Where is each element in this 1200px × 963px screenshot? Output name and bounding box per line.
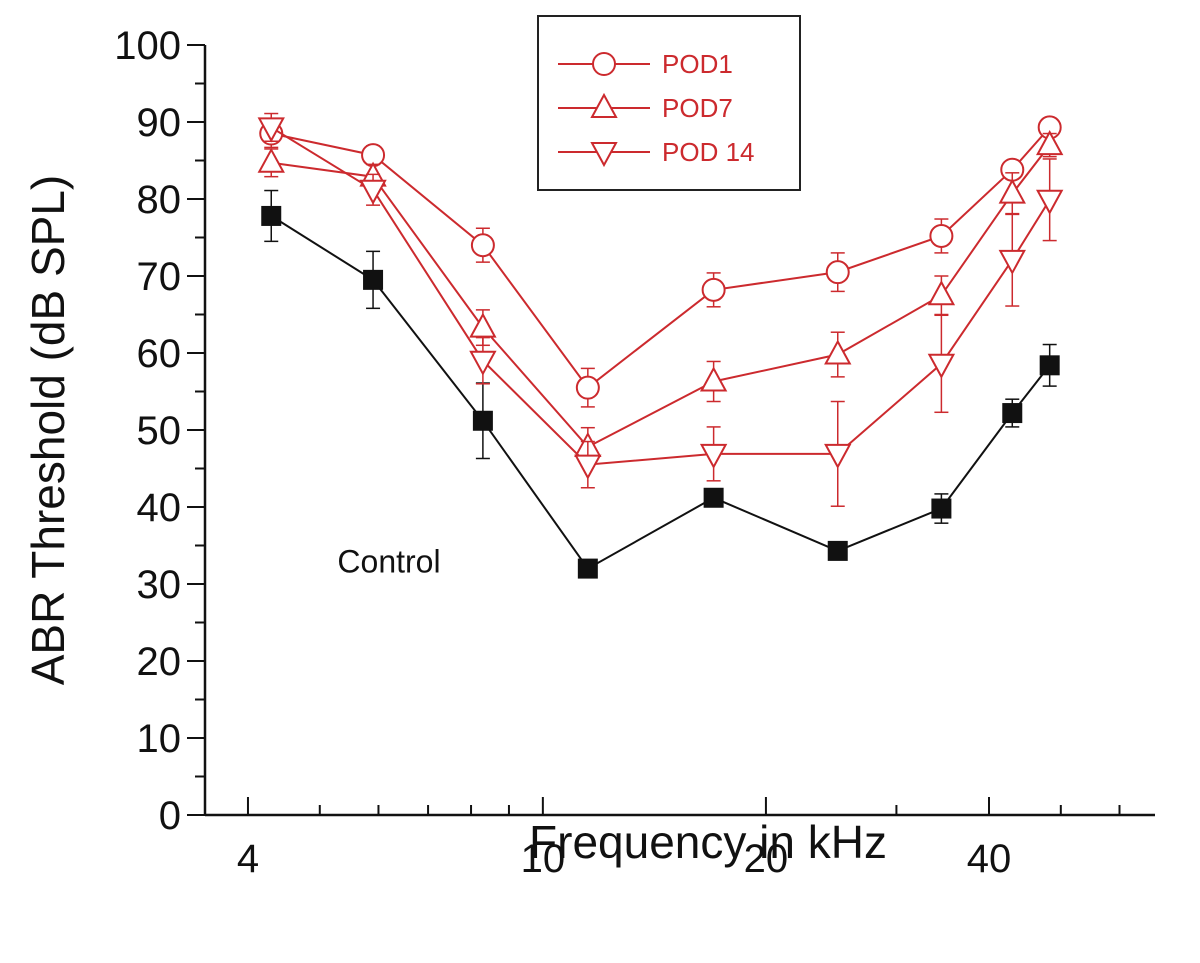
data-point-pod-14 [469,350,497,376]
data-point-pod1 [929,223,954,248]
data-point-control [1002,403,1023,424]
legend-marker-pod7 [590,92,618,118]
data-point-pod7 [469,312,497,338]
y-tick-label-0: 0 [159,794,181,838]
data-point-control [827,540,848,561]
y-tick-label-90: 90 [137,101,182,145]
data-point-control [577,558,598,579]
data-point-control [931,498,952,519]
y-tick-label-50: 50 [137,409,182,453]
data-point-pod1 [470,233,495,258]
x-tick-label-20: 20 [744,837,789,881]
y-tick-label-80: 80 [137,178,182,222]
data-point-pod-14 [574,454,602,480]
data-point-control [472,410,493,431]
x-axis-title: Frequency in kHz [529,816,887,868]
x-tick-label-10: 10 [521,837,566,881]
legend: POD1 POD7 POD 14 [537,15,801,191]
legend-marker-pod-14 [590,142,618,168]
data-point-pod7 [824,339,852,365]
legend-box [537,15,801,191]
legend-label-pod7: POD7 [662,93,733,123]
legend-marker-pod1 [592,52,616,76]
data-point-pod-14 [699,443,728,469]
y-axis-title: ABR Threshold (dB SPL) [22,175,74,686]
data-point-control [363,269,384,290]
series-layer [257,112,1064,579]
data-point-pod1 [701,277,726,302]
data-point-pod-14 [998,249,1026,275]
data-point-pod1 [575,375,600,400]
y-tick-label-30: 30 [137,563,182,607]
y-tick-label-100: 100 [114,24,181,68]
y-tick-label-60: 60 [137,332,182,376]
annotation-control: Control [337,543,440,579]
data-point-pod-14 [927,353,956,379]
y-tick-label-10: 10 [137,717,182,761]
data-point-pod7 [998,178,1026,204]
data-point-control [1039,355,1060,376]
data-point-control [703,487,724,508]
y-tick-label-40: 40 [137,486,182,530]
data-point-pod-14 [257,117,285,143]
data-point-pod-14 [1035,189,1064,215]
data-point-pod-14 [359,179,387,205]
data-point-pod7 [927,280,956,306]
data-point-pod7 [699,366,728,392]
data-point-control [261,205,282,226]
labels-layer: Frequency in kHz ABR Threshold (dB SPL) … [22,175,887,868]
legend-label-pod1: POD1 [662,49,733,79]
y-tick-label-20: 20 [137,640,182,684]
x-tick-label-4: 4 [237,837,259,881]
legend-label-pod-14: POD 14 [662,137,755,167]
x-tick-label-40: 40 [967,837,1012,881]
data-point-pod-14 [824,443,852,469]
y-tick-label-70: 70 [137,255,182,299]
axes-layer: 0 10 20 30 40 50 60 70 80 90 100 4 10 20 40 [114,24,1155,881]
data-point-pod7 [257,147,285,173]
data-point-pod7 [1035,130,1064,156]
data-point-pod1 [825,260,850,285]
